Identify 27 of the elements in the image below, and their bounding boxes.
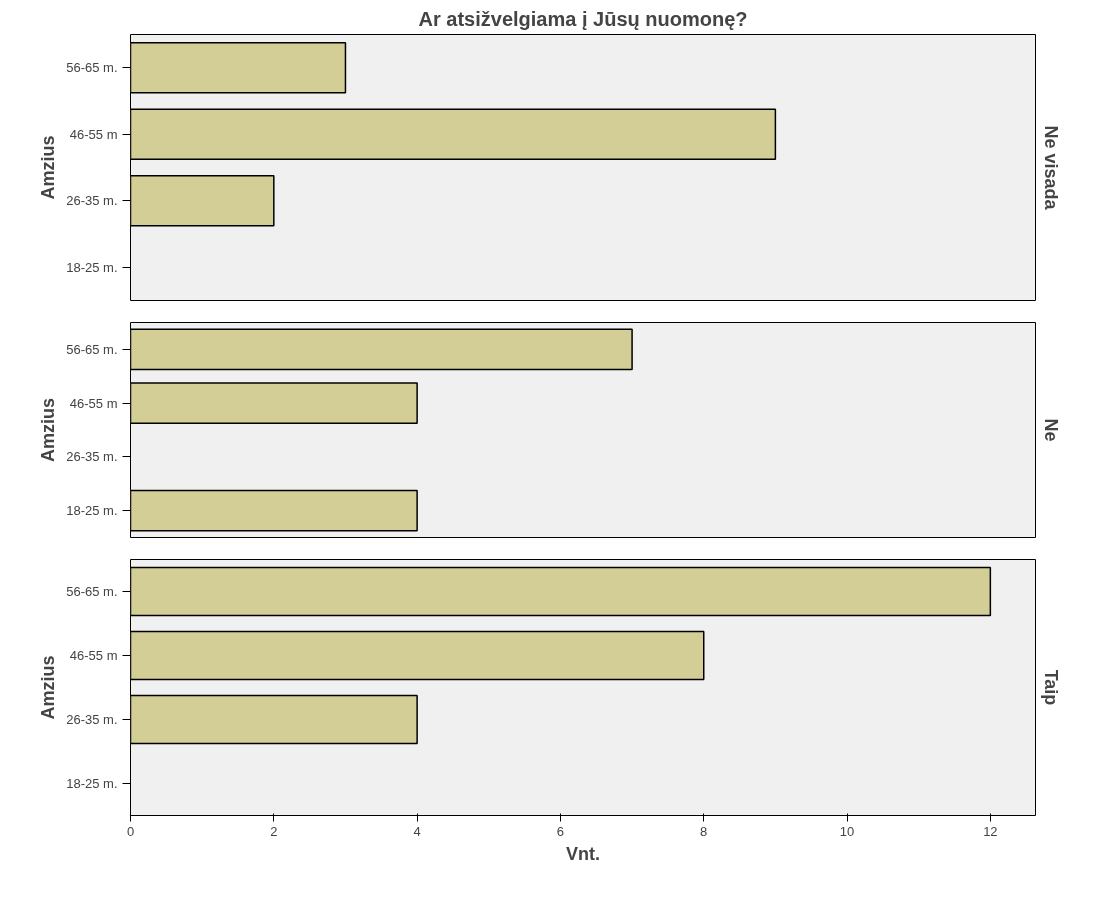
y-tick-label: 18-25 m. (66, 503, 118, 519)
x-tick-label: 4 (413, 823, 421, 839)
y-axis-title: Amzius (38, 135, 59, 200)
y-tick-label: 46-55 m (69, 126, 118, 142)
x-axis-title: Vnt. (566, 843, 600, 864)
x-tick-label: 12 (983, 823, 998, 839)
y-tick-label: 46-55 m (69, 648, 118, 663)
y-tick-label: 26-35 m. (66, 193, 118, 209)
y2-axis-title: Ne visada (1040, 125, 1061, 211)
y-tick-label: 26-35 m. (66, 449, 118, 465)
x-tick-label: 10 (839, 823, 855, 839)
chart-title: Ar atsižvelgiama į Jūsų nuomonę? (418, 7, 748, 30)
y2-axis-title: Taip (1040, 669, 1061, 706)
x-tick-label: 0 (126, 823, 135, 839)
y-tick-label: 46-55 m (69, 395, 118, 411)
y-axis-title: Amzius (38, 397, 59, 463)
y-tick-label: 18-25 m. (66, 259, 118, 275)
y-axis-title: Amzius (38, 655, 59, 720)
x-tick-label: 8 (700, 823, 708, 839)
y2-axis-title: Ne (1040, 418, 1061, 442)
y-tick-label: 18-25 m. (66, 776, 118, 791)
x-tick-label: 2 (270, 823, 278, 839)
y-tick-label: 56-65 m. (66, 60, 118, 76)
y-tick-label: 56-65 m. (66, 341, 118, 357)
y-tick-label: 26-35 m. (66, 712, 118, 727)
x-tick-label: 6 (556, 823, 565, 839)
y-tick-label: 56-65 m. (66, 584, 118, 599)
